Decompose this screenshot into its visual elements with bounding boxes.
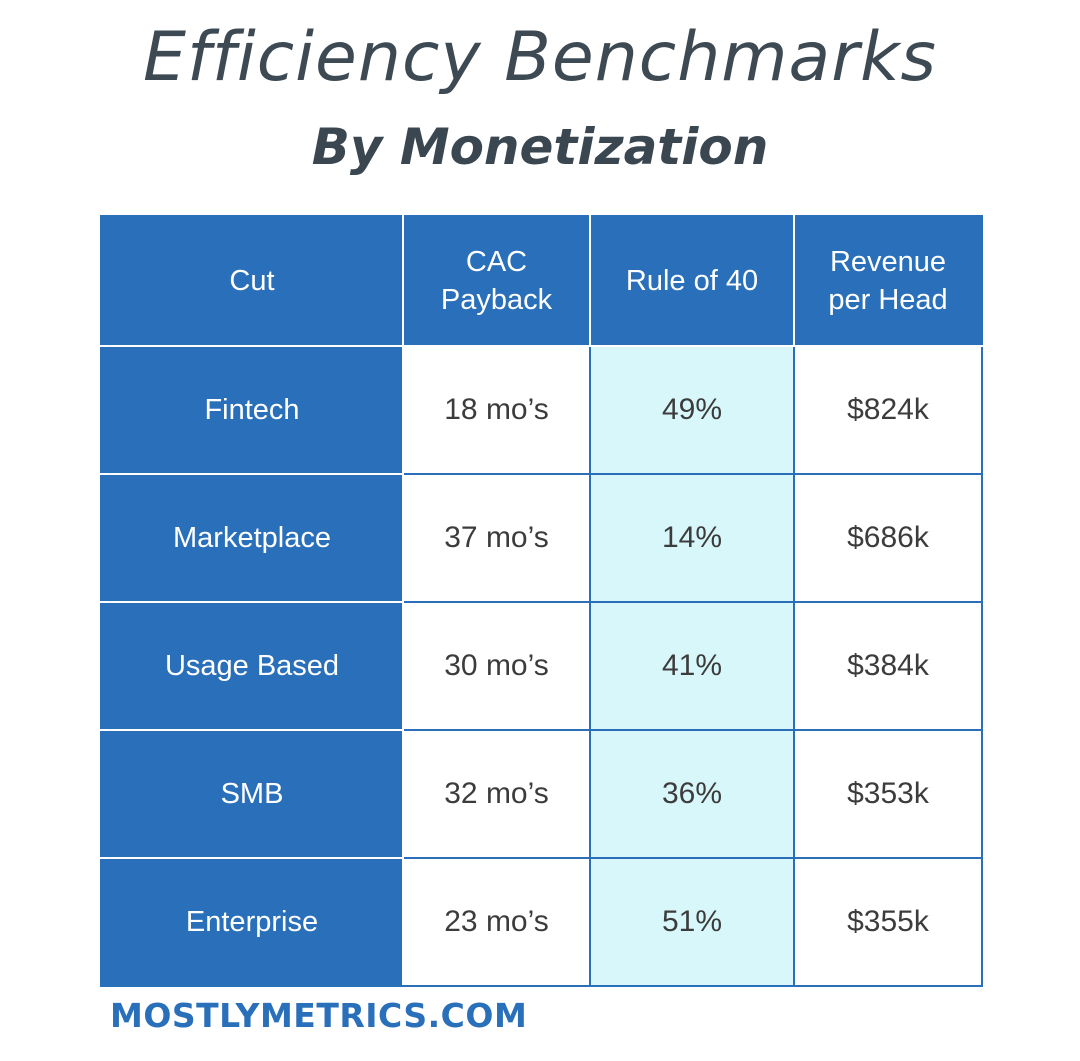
table-row: Marketplace 37 mo’s 14% $686k bbox=[100, 473, 983, 603]
table-header-row: Cut CAC Payback Rule of 40 Revenue per H… bbox=[100, 215, 983, 347]
revenue-per-head-cell: $824k bbox=[793, 345, 983, 475]
rule-of-40-cell: 14% bbox=[589, 473, 795, 603]
cac-payback-cell: 30 mo’s bbox=[402, 601, 591, 731]
table-row: Fintech 18 mo’s 49% $824k bbox=[100, 345, 983, 475]
rule-of-40-cell: 51% bbox=[589, 857, 795, 987]
column-header-cut: Cut bbox=[100, 215, 404, 347]
chart-title: Efficiency Benchmarks bbox=[143, 18, 937, 97]
column-header-cac-payback: CAC Payback bbox=[402, 215, 591, 347]
cut-cell: SMB bbox=[100, 729, 404, 859]
cac-payback-cell: 18 mo’s bbox=[402, 345, 591, 475]
revenue-per-head-cell: $686k bbox=[793, 473, 983, 603]
cac-payback-cell: 23 mo’s bbox=[402, 857, 591, 987]
revenue-per-head-cell: $384k bbox=[793, 601, 983, 731]
revenue-per-head-cell: $353k bbox=[793, 729, 983, 859]
source-footer: MOSTLYMETRICS.COM bbox=[110, 996, 528, 1035]
cut-cell: Fintech bbox=[100, 345, 404, 475]
column-header-label: Rule of 40 bbox=[625, 265, 759, 297]
table-row: Usage Based 30 mo’s 41% $384k bbox=[100, 601, 983, 731]
cut-cell: Marketplace bbox=[100, 473, 404, 603]
benchmarks-table: Cut CAC Payback Rule of 40 Revenue per H… bbox=[100, 215, 983, 987]
column-header-label: CAC Payback bbox=[440, 246, 553, 316]
cac-payback-cell: 37 mo’s bbox=[402, 473, 591, 603]
rule-of-40-cell: 36% bbox=[589, 729, 795, 859]
column-header-label: Revenue per Head bbox=[828, 246, 948, 316]
cut-cell: Usage Based bbox=[100, 601, 404, 731]
column-header-revenue-per-head: Revenue per Head bbox=[793, 215, 983, 347]
rule-of-40-cell: 49% bbox=[589, 345, 795, 475]
benchmarks-table-container: Cut CAC Payback Rule of 40 Revenue per H… bbox=[100, 215, 983, 987]
column-header-label: Cut bbox=[229, 265, 275, 297]
cac-payback-cell: 32 mo’s bbox=[402, 729, 591, 859]
chart-subtitle: By Monetization bbox=[311, 118, 769, 176]
column-header-rule-of-40: Rule of 40 bbox=[589, 215, 795, 347]
table-row: Enterprise 23 mo’s 51% $355k bbox=[100, 857, 983, 987]
table-row: SMB 32 mo’s 36% $353k bbox=[100, 729, 983, 859]
rule-of-40-cell: 41% bbox=[589, 601, 795, 731]
revenue-per-head-cell: $355k bbox=[793, 857, 983, 987]
cut-cell: Enterprise bbox=[100, 857, 404, 987]
